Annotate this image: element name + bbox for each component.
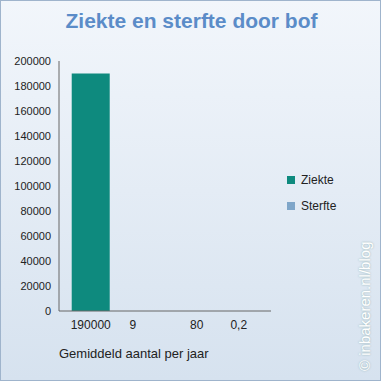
svg-text:100000: 100000 <box>14 180 51 192</box>
html-text:Ziekte: Ziekte <box>301 173 334 187</box>
svg-text:0: 0 <box>45 305 51 317</box>
svg-text:190000: 190000 <box>71 318 111 332</box>
svg-text:20000: 20000 <box>20 280 51 292</box>
svg-text:140000: 140000 <box>14 130 51 142</box>
svg-text:60000: 60000 <box>20 230 51 242</box>
html-text:Gemiddeld aantal per jaar: Gemiddeld aantal per jaar <box>59 346 209 361</box>
svg-text:200000: 200000 <box>14 55 51 67</box>
svg-text:120000: 120000 <box>14 155 51 167</box>
svg-text:80000: 80000 <box>20 205 51 217</box>
html-text:© inbakeren.nl/blog: © inbakeren.nl/blog <box>356 241 373 371</box>
svg-text:160000: 160000 <box>14 105 51 117</box>
html-text:Ziekte en sterfte door bof: Ziekte en sterfte door bof <box>65 9 318 32</box>
svg-text:9: 9 <box>129 318 136 332</box>
html-text:Sterfte: Sterfte <box>301 199 337 213</box>
svg-text:40000: 40000 <box>20 255 51 267</box>
svg-text:80: 80 <box>190 318 204 332</box>
svg-text:0,2: 0,2 <box>230 318 247 332</box>
svg-text:180000: 180000 <box>14 80 51 92</box>
